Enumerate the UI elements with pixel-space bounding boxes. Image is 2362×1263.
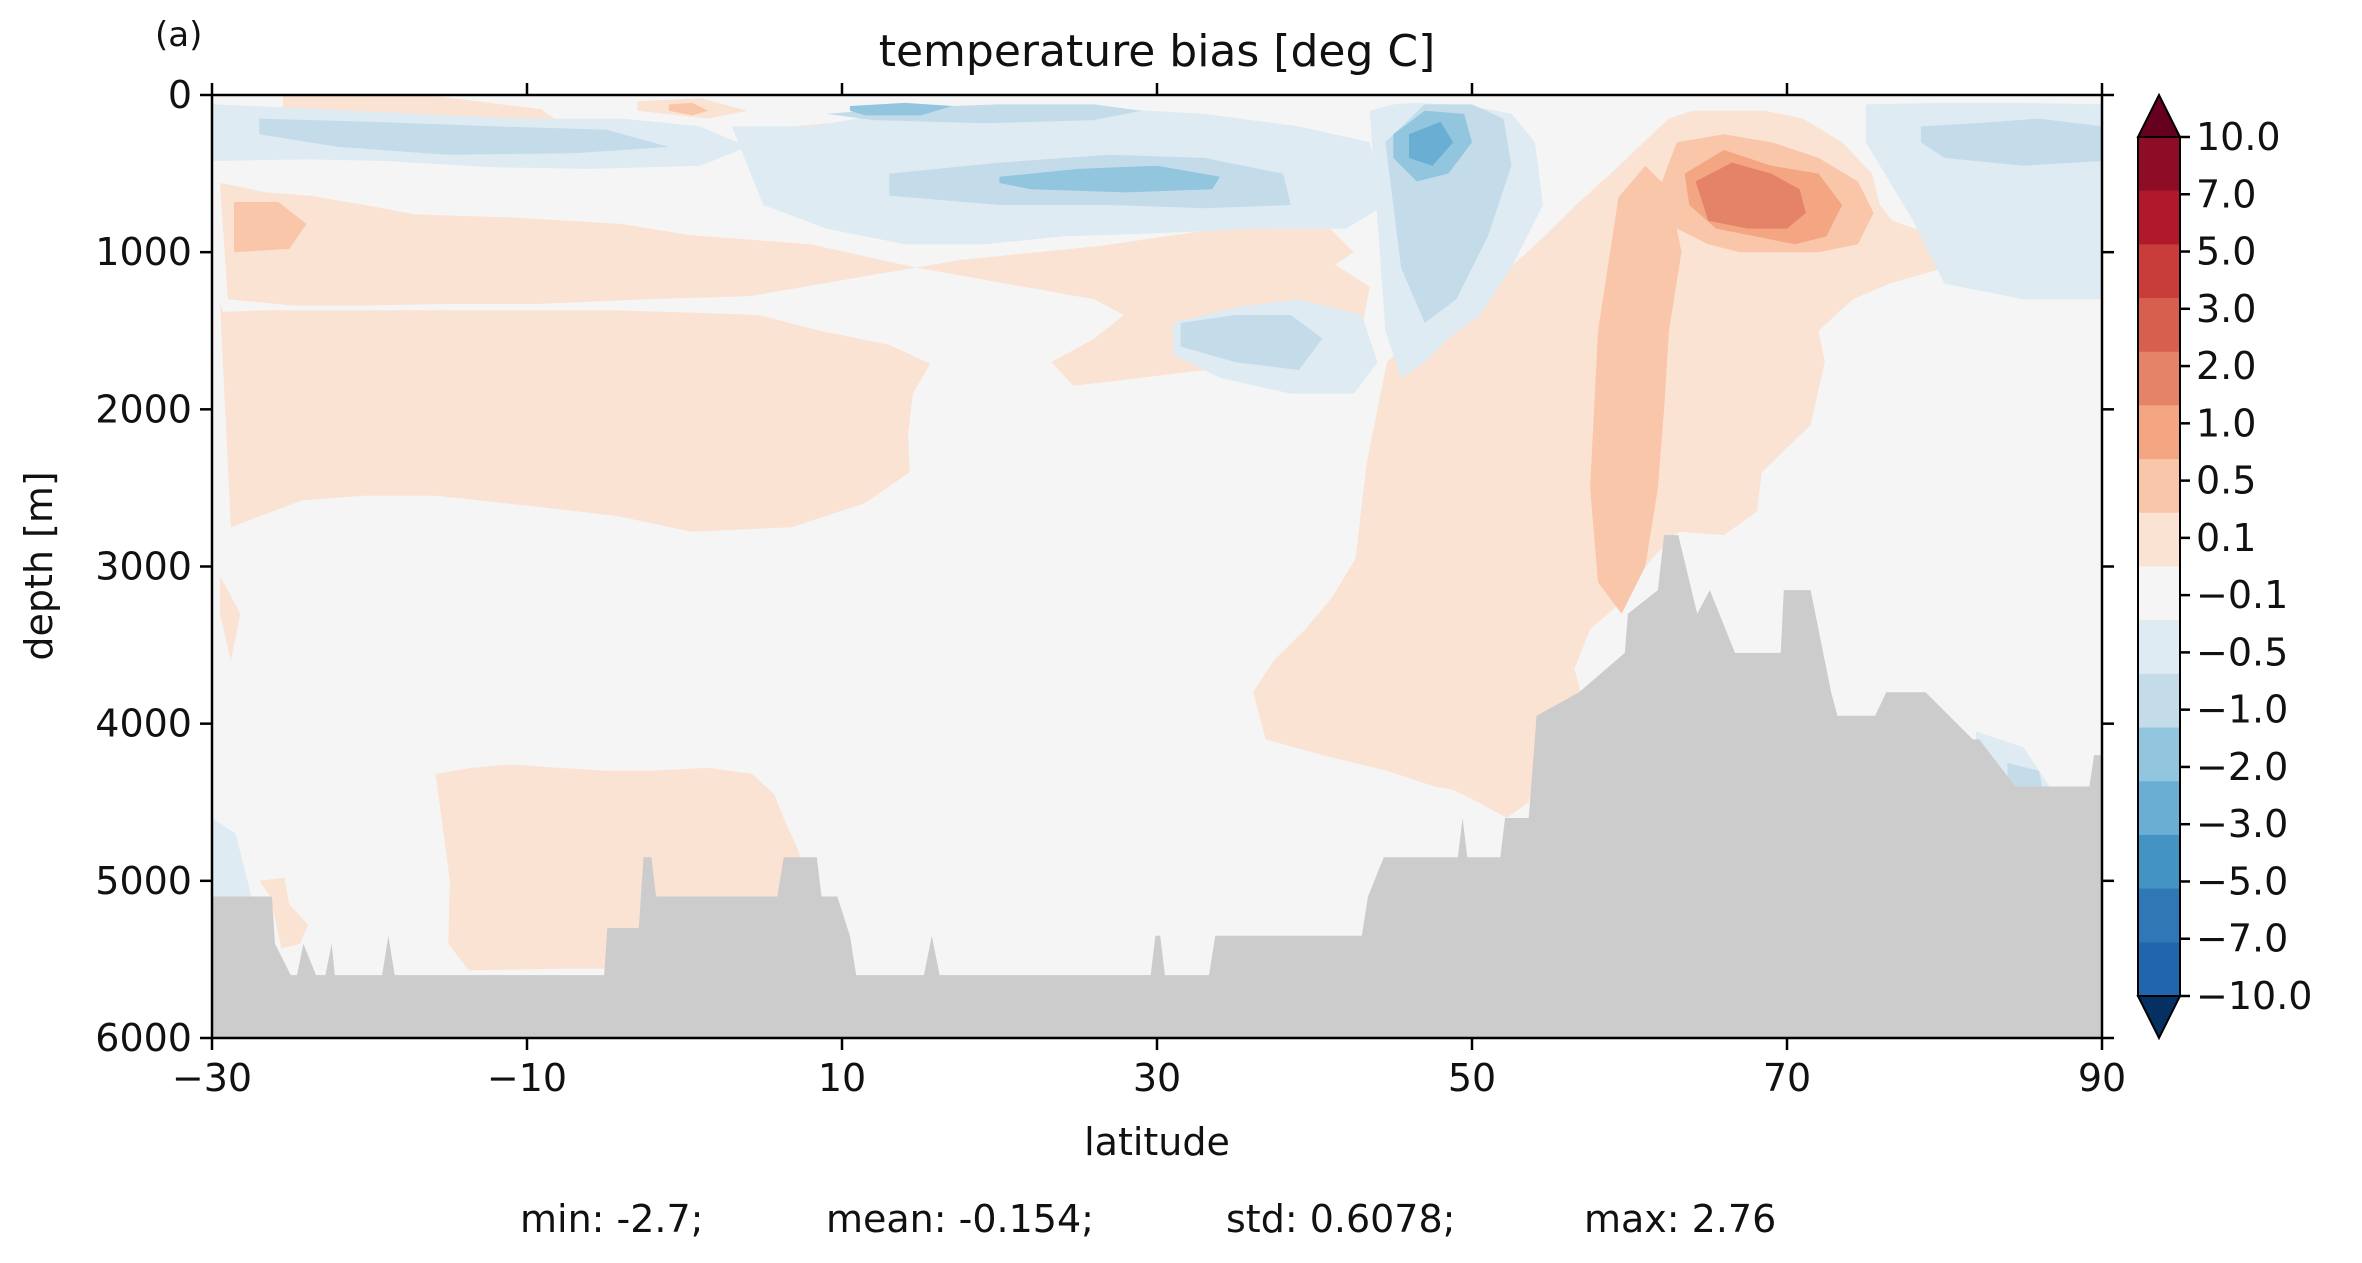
colorbar-label: 0.5 (2196, 459, 2256, 503)
x-tick-label: 70 (1763, 1056, 1811, 1100)
bias-region (219, 302, 931, 532)
stat-max: max: 2.76 (1584, 1197, 1777, 1241)
statistics-line: min: -2.7; mean: -0.154; std: 0.6078; ma… (0, 1197, 2362, 1247)
colorbar-label: −7.0 (2196, 917, 2288, 961)
bias-contours (212, 95, 2102, 971)
y-axis-label: depth [m] (17, 471, 61, 660)
bias-region (1920, 118, 2102, 166)
stat-min: min: -2.7; (520, 1197, 704, 1241)
colorbar-bin (2138, 781, 2180, 836)
colorbar-label: −10.0 (2196, 974, 2312, 1018)
colorbar: 10.0 7.0 5.0 3.0 2.0 1.0 0.5 0.1 −0.1 −0.5 −1.0 −2.… (2136, 92, 2312, 1041)
colorbar-label: 5.0 (2196, 230, 2256, 274)
y-tick-label: 0 (168, 73, 192, 117)
bias-region (1409, 121, 1454, 166)
bias-region (259, 877, 309, 949)
colorbar-bin (2138, 137, 2180, 192)
x-axis-label: latitude (1084, 1120, 1230, 1164)
colorbar-bin (2138, 566, 2180, 621)
colorbar-label: 0.1 (2196, 516, 2256, 560)
colorbar-extend-min (2136, 995, 2182, 1041)
bias-region (1695, 162, 1806, 229)
colorbar-label: 1.0 (2196, 401, 2256, 445)
y-tick-label: 2000 (95, 387, 192, 431)
bias-region (668, 102, 709, 116)
colorbar-bin (2138, 727, 2180, 782)
y-tick-label: 1000 (95, 230, 192, 274)
bias-region (1259, 228, 1354, 276)
y-axis: 0 1000 2000 3000 4000 5000 6000 (95, 73, 2114, 1060)
bias-region (234, 201, 307, 253)
colorbar-bin (2138, 512, 2180, 568)
colorbar-extend-max (2136, 92, 2182, 138)
bias-region (1180, 315, 1323, 370)
x-tick-label: 10 (818, 1056, 866, 1100)
colorbar-label: −0.5 (2196, 630, 2288, 674)
bias-region (212, 818, 252, 897)
bias-region (259, 118, 669, 155)
colorbar-label: −0.1 (2196, 573, 2288, 617)
bias-region (849, 102, 953, 116)
colorbar-label: 3.0 (2196, 287, 2256, 331)
bias-region (1590, 165, 1682, 614)
colorbar-label: 7.0 (2196, 172, 2256, 216)
colorbar-bin (2138, 298, 2180, 353)
x-tick-label: −30 (172, 1056, 252, 1100)
x-axis: −30 −10 10 30 50 70 90 (172, 83, 2126, 1100)
panel-label: (a) (155, 15, 202, 55)
plot-area (212, 95, 2102, 1038)
chart-title: temperature bias [deg C] (879, 26, 1436, 77)
colorbar-bin (2138, 405, 2180, 460)
colorbar-label: −3.0 (2196, 802, 2288, 846)
colorbar-label: −2.0 (2196, 745, 2288, 789)
bathymetry-land (212, 535, 2102, 1038)
y-tick-label: 5000 (95, 859, 192, 903)
colorbar-bin (2138, 351, 2180, 407)
stat-mean: mean: -0.154; (826, 1197, 1094, 1241)
y-tick-label: 6000 (95, 1016, 192, 1060)
colorbar-label: 10.0 (2196, 115, 2281, 159)
x-tick-label: 50 (1448, 1056, 1496, 1100)
bias-region (219, 183, 1370, 386)
colorbar-bin (2138, 459, 2180, 514)
bias-region (999, 165, 1220, 193)
x-tick-label: 30 (1133, 1056, 1181, 1100)
bias-region (219, 575, 241, 661)
colorbar-bin (2138, 190, 2180, 245)
colorbar-bin (2138, 942, 2180, 997)
x-tick-label: −10 (487, 1056, 567, 1100)
x-tick-label: 90 (2078, 1056, 2126, 1100)
colorbar-bin (2138, 620, 2180, 675)
colorbar-label: 2.0 (2196, 344, 2256, 388)
colorbar-label: −5.0 (2196, 859, 2288, 903)
y-tick-label: 4000 (95, 702, 192, 746)
colorbar-bin (2138, 834, 2180, 890)
colorbar-frame (2137, 136, 2181, 997)
colorbar-bin (2138, 673, 2180, 729)
y-tick-label: 3000 (95, 545, 192, 589)
colorbar-bin (2138, 888, 2180, 943)
colorbar-label: −1.0 (2196, 688, 2288, 732)
stat-std: std: 0.6078; (1226, 1197, 1456, 1241)
colorbar-bin (2138, 244, 2180, 299)
